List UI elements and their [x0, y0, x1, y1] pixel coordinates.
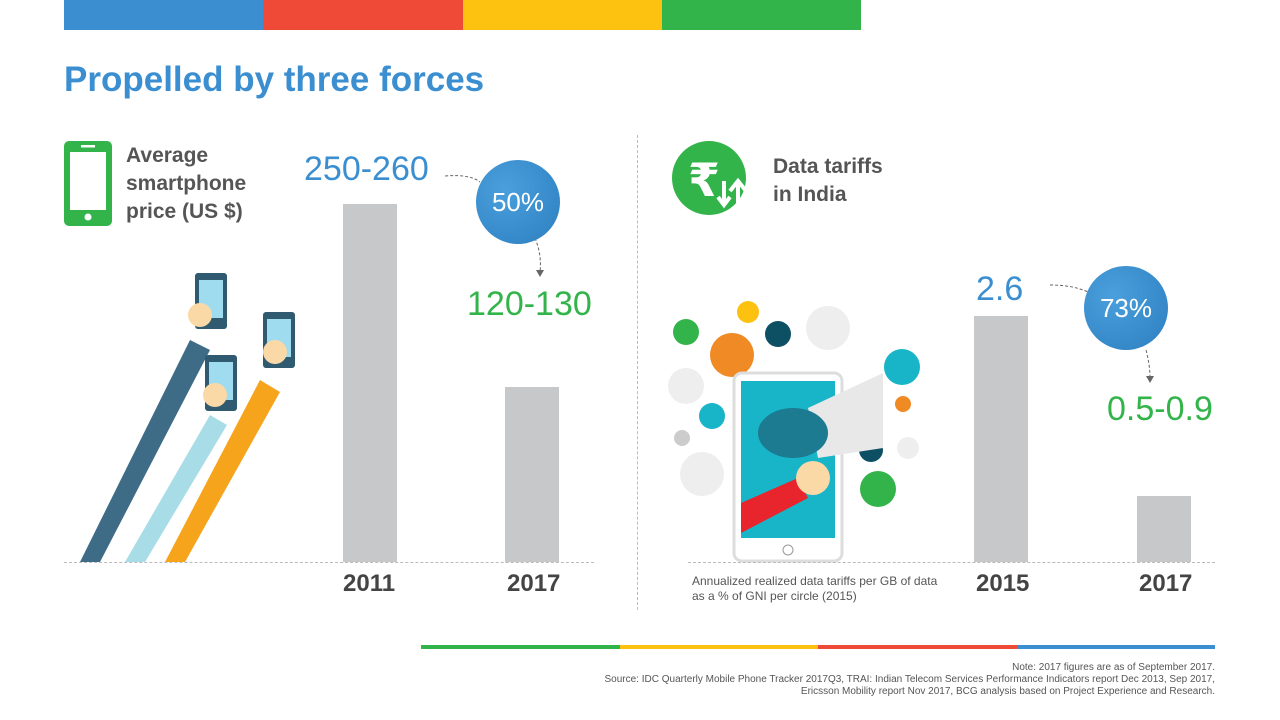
svg-text:₹: ₹	[688, 153, 720, 207]
dashed-arrow	[1049, 284, 1154, 383]
footer-source: Source: IDC Quarterly Mobile Phone Track…	[604, 674, 1216, 685]
bar-2017	[505, 386, 559, 562]
megaphone-phone-illustration	[668, 301, 920, 563]
value-label-2017: 120-130	[467, 285, 592, 323]
raised-hands-phones-illustration	[80, 273, 295, 562]
change-badge: 50%	[476, 160, 560, 244]
chart-title-line: in India	[773, 183, 847, 206]
bar-2017	[1137, 495, 1191, 562]
bottom-color-bar	[421, 645, 1215, 649]
bar-2015	[974, 316, 1028, 562]
bar-2011	[343, 204, 397, 562]
baseline	[64, 562, 594, 563]
x-tick-2017: 2017	[507, 570, 561, 597]
smartphone-icon	[64, 141, 112, 226]
x-tick-2015: 2015	[976, 570, 1030, 597]
footer-source: Ericsson Mobility report Nov 2017, BCG a…	[800, 686, 1215, 697]
chart-caption: Annualized realized data tariffs per GB …	[692, 574, 938, 588]
value-label-2017: 0.5-0.9	[1107, 390, 1213, 428]
rupee-arrows-icon: ₹	[672, 141, 748, 215]
chart-title-line: Average	[126, 144, 209, 167]
chart-caption: as a % of GNI per circle (2015)	[692, 589, 857, 603]
chart-title-line: Data tariffs	[773, 155, 883, 178]
value-label-2011: 250-260	[304, 150, 429, 188]
x-tick-2017: 2017	[1139, 570, 1193, 597]
top-color-bar	[64, 0, 861, 30]
chart-title-line: smartphone	[126, 172, 247, 195]
dashed-arrow	[444, 175, 544, 277]
change-badge: 73%	[1084, 266, 1168, 350]
chart-title-line: price (US $)	[126, 200, 243, 223]
footer-note: Note: 2017 figures are as of September 2…	[1012, 662, 1215, 673]
x-tick-2011: 2011	[343, 570, 396, 597]
value-label-2015: 2.6	[976, 270, 1024, 308]
divider	[637, 135, 638, 610]
page-title: Propelled by three forces	[64, 60, 485, 99]
baseline	[688, 562, 1215, 563]
